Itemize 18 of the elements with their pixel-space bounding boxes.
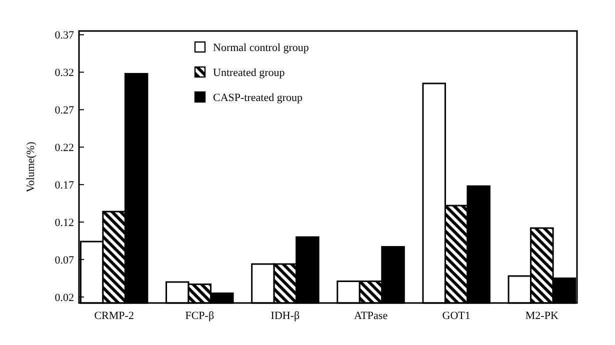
legend-label: Normal control group bbox=[213, 42, 310, 54]
legend-label: CASP-treated group bbox=[213, 92, 304, 104]
y-tick-label: 0.37 bbox=[54, 30, 74, 42]
y-tick-label: 0.22 bbox=[54, 142, 74, 154]
x-tick-label: IDH-β bbox=[270, 310, 300, 322]
y-tick-label: 0.32 bbox=[54, 67, 74, 80]
x-tick-label: ATPase bbox=[354, 310, 388, 322]
x-tick-label: GOT1 bbox=[442, 310, 470, 322]
y-tick-label: 0.12 bbox=[54, 216, 74, 229]
y-tick-label: 0.17 bbox=[54, 179, 74, 192]
legend-label: Untreated group bbox=[213, 66, 286, 79]
y-tick-label: 0.02 bbox=[54, 292, 74, 304]
y-tick-label: 0.27 bbox=[54, 104, 74, 117]
y-axis-title: Volume(%) bbox=[25, 141, 37, 192]
y-tick-label: 0.07 bbox=[54, 254, 74, 266]
x-tick-label: FCP-β bbox=[185, 310, 214, 322]
x-tick-label: M2-PK bbox=[525, 310, 558, 322]
x-tick-label: CRMP-2 bbox=[94, 310, 134, 322]
